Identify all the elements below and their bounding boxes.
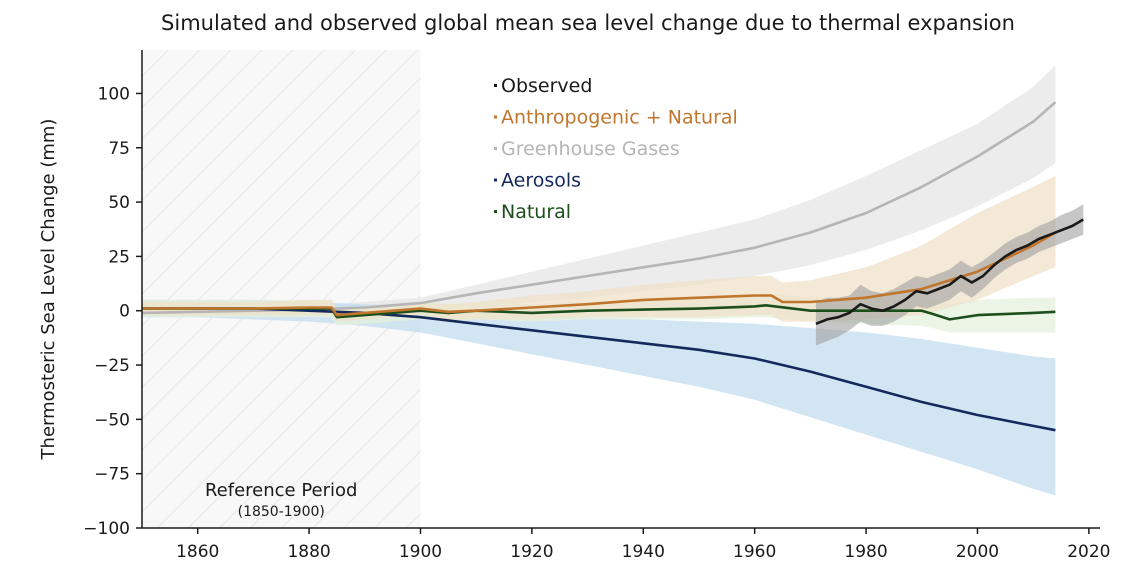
y-tick-label: −100: [83, 519, 130, 539]
y-tick-label: 0: [119, 302, 130, 322]
x-tick-label: 1900: [399, 542, 442, 562]
y-ticks: 100 75 50 25 0 −25 −50 −75 −100: [83, 84, 142, 539]
y-tick-label: −75: [94, 465, 130, 485]
series-lines: [142, 101, 1084, 432]
reference-period-shade: [142, 50, 421, 528]
y-tick-label: −25: [94, 356, 130, 376]
legend: Observed Anthropogenic + Natural Greenhous…: [494, 75, 738, 223]
anthropogenic-natural-band: [142, 176, 1056, 322]
axes: 1860 1880 1900 1920 1940 1960 1980 2000 2020 100…: [83, 50, 1110, 562]
legend-label-anthropogenic-natural: Anthropogenic + Natural: [501, 107, 738, 129]
x-tick-label: 1960: [733, 542, 776, 562]
aerosols-band: [142, 299, 1056, 496]
aerosols-line: [142, 307, 1056, 432]
greenhouse-gases-band: [142, 65, 1056, 318]
x-tick-label: 1880: [287, 542, 330, 562]
y-tick-label: 100: [98, 84, 130, 104]
y-tick-label: −50: [94, 410, 130, 430]
x-tick-label: 1980: [844, 542, 887, 562]
x-tick-label: 1940: [622, 542, 665, 562]
legend-swatch-anthropogenic-natural: [494, 115, 497, 119]
anthropogenic-natural-line: [142, 231, 1057, 317]
x-tick-label: 2020: [1067, 542, 1110, 562]
legend-swatch-natural: [494, 210, 497, 213]
legend-swatch-observed: [494, 84, 497, 87]
reference-period: Reference Period (1850-1900): [142, 50, 421, 528]
legend-swatch-aerosols: [494, 178, 497, 182]
legend-label-greenhouse-gases: Greenhouse Gases: [501, 138, 680, 160]
x-tick-label: 1860: [176, 542, 219, 562]
reference-period-label: Reference Period: [205, 480, 358, 501]
x-tick-label: 1920: [510, 542, 553, 562]
y-tick-label: 50: [108, 193, 130, 213]
x-tick-label: 2000: [956, 542, 999, 562]
legend-label-aerosols: Aerosols: [501, 170, 581, 192]
y-tick-label: 75: [108, 139, 130, 159]
x-ticks: 1860 1880 1900 1920 1940 1960 1980 2000 2020: [176, 528, 1110, 562]
legend-swatch-greenhouse-gases: [494, 147, 497, 150]
reference-period-sublabel: (1850-1900): [238, 504, 325, 520]
legend-label-observed: Observed: [501, 75, 592, 97]
chart-title: Simulated and observed global mean sea l…: [161, 11, 1015, 35]
legend-label-natural: Natural: [501, 201, 571, 223]
y-tick-label: 25: [108, 247, 130, 267]
y-axis-label: Thermosteric Sea Level Change (mm): [38, 119, 59, 461]
observed-line: [815, 218, 1084, 326]
